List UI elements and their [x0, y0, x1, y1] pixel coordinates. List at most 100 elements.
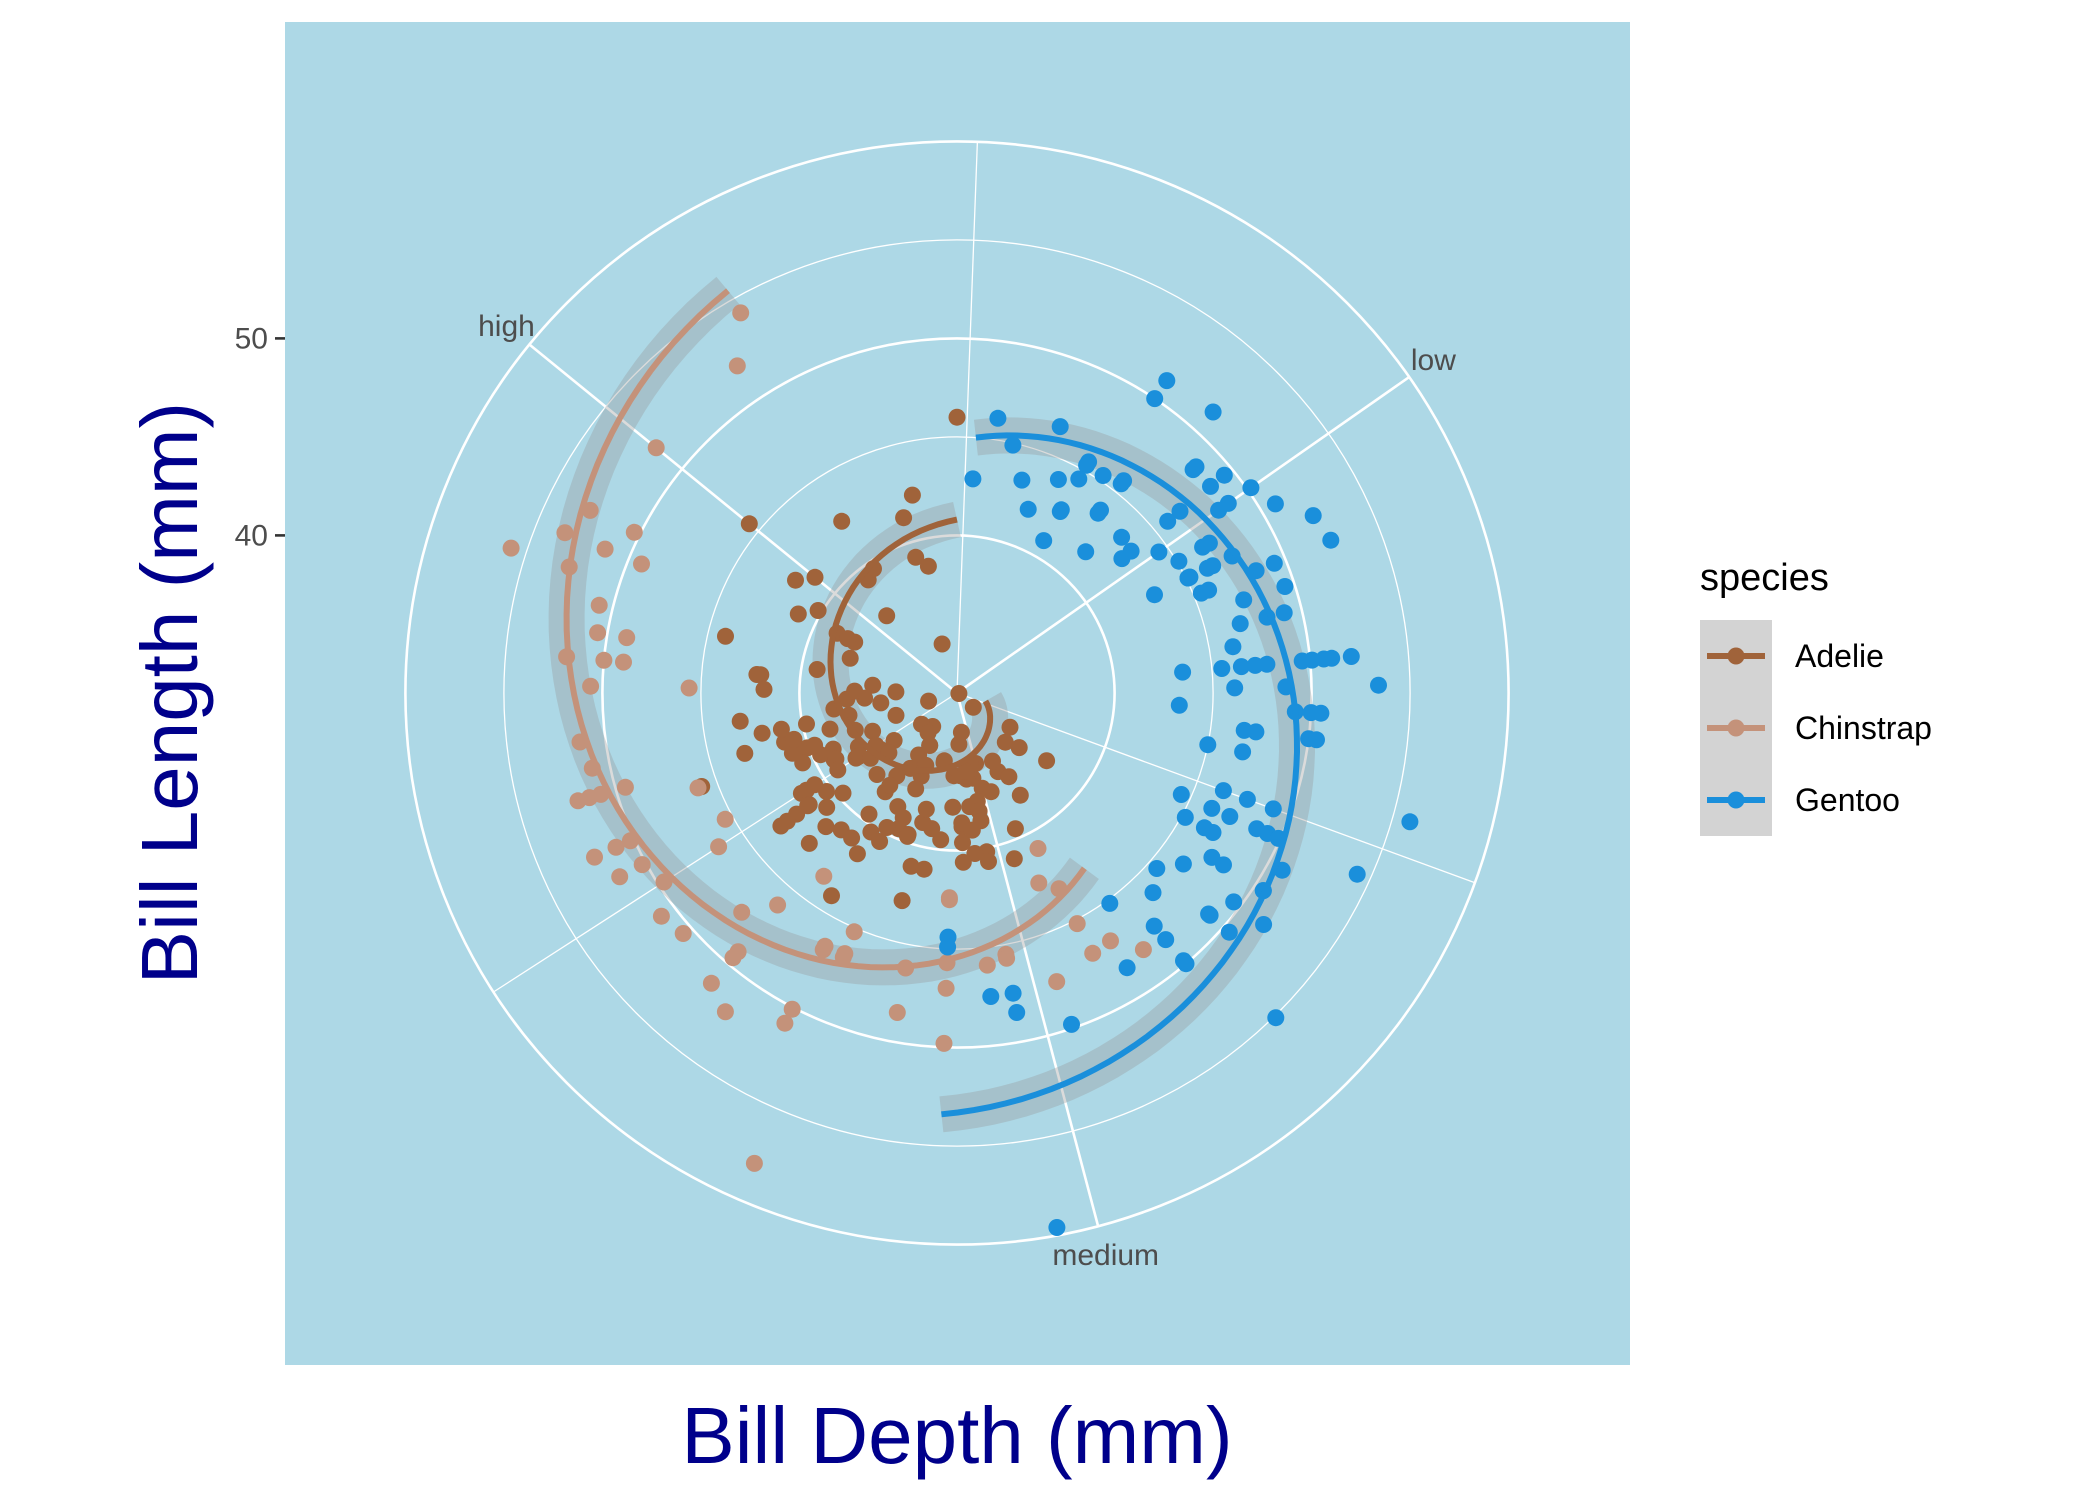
legend-label-chinstrap: Chinstrap	[1795, 710, 1932, 746]
point-adelie	[772, 720, 790, 738]
point-gentoo	[1224, 638, 1242, 656]
point-adelie	[878, 819, 896, 836]
point-adelie	[843, 829, 861, 847]
legend-label-gentoo: Gentoo	[1795, 782, 1900, 818]
legend-item-adelie: Adelie	[1707, 638, 1884, 674]
point-adelie	[1001, 718, 1019, 736]
point-gentoo	[1113, 528, 1131, 546]
point-adelie	[893, 892, 911, 910]
point-adelie	[731, 712, 749, 730]
point-chinstrap	[1030, 874, 1048, 892]
point-gentoo	[1175, 952, 1192, 970]
point-gentoo	[1078, 456, 1096, 474]
point-adelie	[809, 602, 827, 619]
point-adelie	[833, 512, 851, 530]
point-gentoo	[1231, 615, 1249, 633]
point-gentoo	[1226, 679, 1244, 697]
point-chinstrap	[940, 891, 958, 909]
point-gentoo	[1150, 543, 1168, 561]
point-chinstrap	[652, 907, 670, 925]
point-adelie	[919, 724, 937, 742]
point-chinstrap	[607, 838, 625, 856]
point-gentoo	[1181, 568, 1199, 586]
point-chinstrap	[732, 304, 750, 322]
point-chinstrap	[680, 679, 698, 697]
point-chinstrap	[710, 838, 728, 856]
point-gentoo	[1200, 534, 1218, 552]
point-chinstrap	[1029, 840, 1047, 857]
point-gentoo	[1264, 800, 1282, 818]
point-chinstrap	[589, 624, 607, 642]
point-gentoo	[1215, 466, 1233, 484]
point-chinstrap	[582, 677, 600, 695]
point-adelie	[789, 605, 807, 623]
point-gentoo	[1348, 865, 1366, 883]
point-adelie	[1011, 786, 1029, 804]
point-chinstrap	[769, 896, 787, 914]
point-adelie	[954, 853, 972, 871]
point-adelie	[889, 798, 907, 816]
point-adelie	[1000, 768, 1018, 786]
point-adelie	[818, 798, 836, 816]
legend-item-gentoo: Gentoo	[1707, 782, 1900, 818]
smooth-lines	[563, 288, 1301, 1118]
point-gentoo	[1221, 808, 1239, 825]
point-gentoo	[1265, 554, 1283, 572]
smooth-line-adelie	[827, 516, 994, 774]
grid-circle-60	[404, 140, 1510, 1246]
point-chinstrap	[836, 945, 854, 963]
point-adelie	[899, 827, 916, 845]
point-chinstrap	[724, 949, 742, 967]
point-gentoo	[1052, 501, 1070, 519]
point-gentoo	[1266, 495, 1284, 513]
point-gentoo	[1204, 557, 1222, 575]
point-chinstrap	[935, 1034, 953, 1052]
point-chinstrap	[1102, 932, 1119, 950]
point-gentoo	[1238, 790, 1256, 808]
point-gentoo	[1035, 532, 1053, 550]
point-adelie	[902, 857, 920, 875]
point-chinstrap	[625, 523, 643, 541]
point-adelie	[818, 783, 835, 800]
point-gentoo	[1148, 860, 1166, 877]
point-gentoo	[1234, 743, 1252, 761]
point-gentoo	[1176, 808, 1194, 826]
point-gentoo	[1255, 916, 1273, 933]
point-gentoo	[939, 938, 957, 956]
grid-circle-minor-45	[700, 436, 1214, 950]
point-adelie	[848, 845, 866, 863]
point-gentoo	[1157, 931, 1175, 949]
point-adelie	[1038, 752, 1056, 770]
point-adelie	[839, 630, 857, 648]
point-gentoo	[1267, 1009, 1285, 1027]
point-gentoo	[1144, 884, 1162, 902]
point-gentoo	[1235, 591, 1253, 609]
point-adelie	[798, 715, 815, 733]
point-chinstrap	[1048, 973, 1066, 991]
point-gentoo	[1049, 471, 1067, 488]
point-chinstrap	[814, 941, 832, 959]
point-chinstrap	[556, 524, 574, 542]
point-adelie	[907, 548, 925, 566]
point-adelie	[881, 776, 899, 794]
point-gentoo	[1004, 984, 1022, 1002]
point-chinstrap	[502, 539, 520, 557]
point-adelie	[755, 680, 773, 698]
point-gentoo	[1248, 820, 1266, 838]
point-chinstrap	[590, 596, 608, 614]
point-adelie	[834, 784, 852, 802]
point-adelie	[1006, 820, 1024, 838]
point-gentoo	[989, 409, 1007, 427]
point-adelie	[808, 661, 826, 678]
point-adelie	[964, 698, 982, 716]
point-gentoo	[1172, 786, 1190, 803]
series-chinstrap	[502, 304, 1152, 1172]
point-chinstrap	[937, 979, 955, 997]
point-chinstrap	[1134, 941, 1152, 959]
point-chinstrap	[618, 629, 636, 647]
point-chinstrap	[733, 903, 751, 921]
point-gentoo	[1342, 648, 1360, 665]
point-gentoo	[1242, 479, 1260, 497]
point-chinstrap	[888, 1004, 906, 1021]
point-gentoo	[1322, 531, 1340, 549]
